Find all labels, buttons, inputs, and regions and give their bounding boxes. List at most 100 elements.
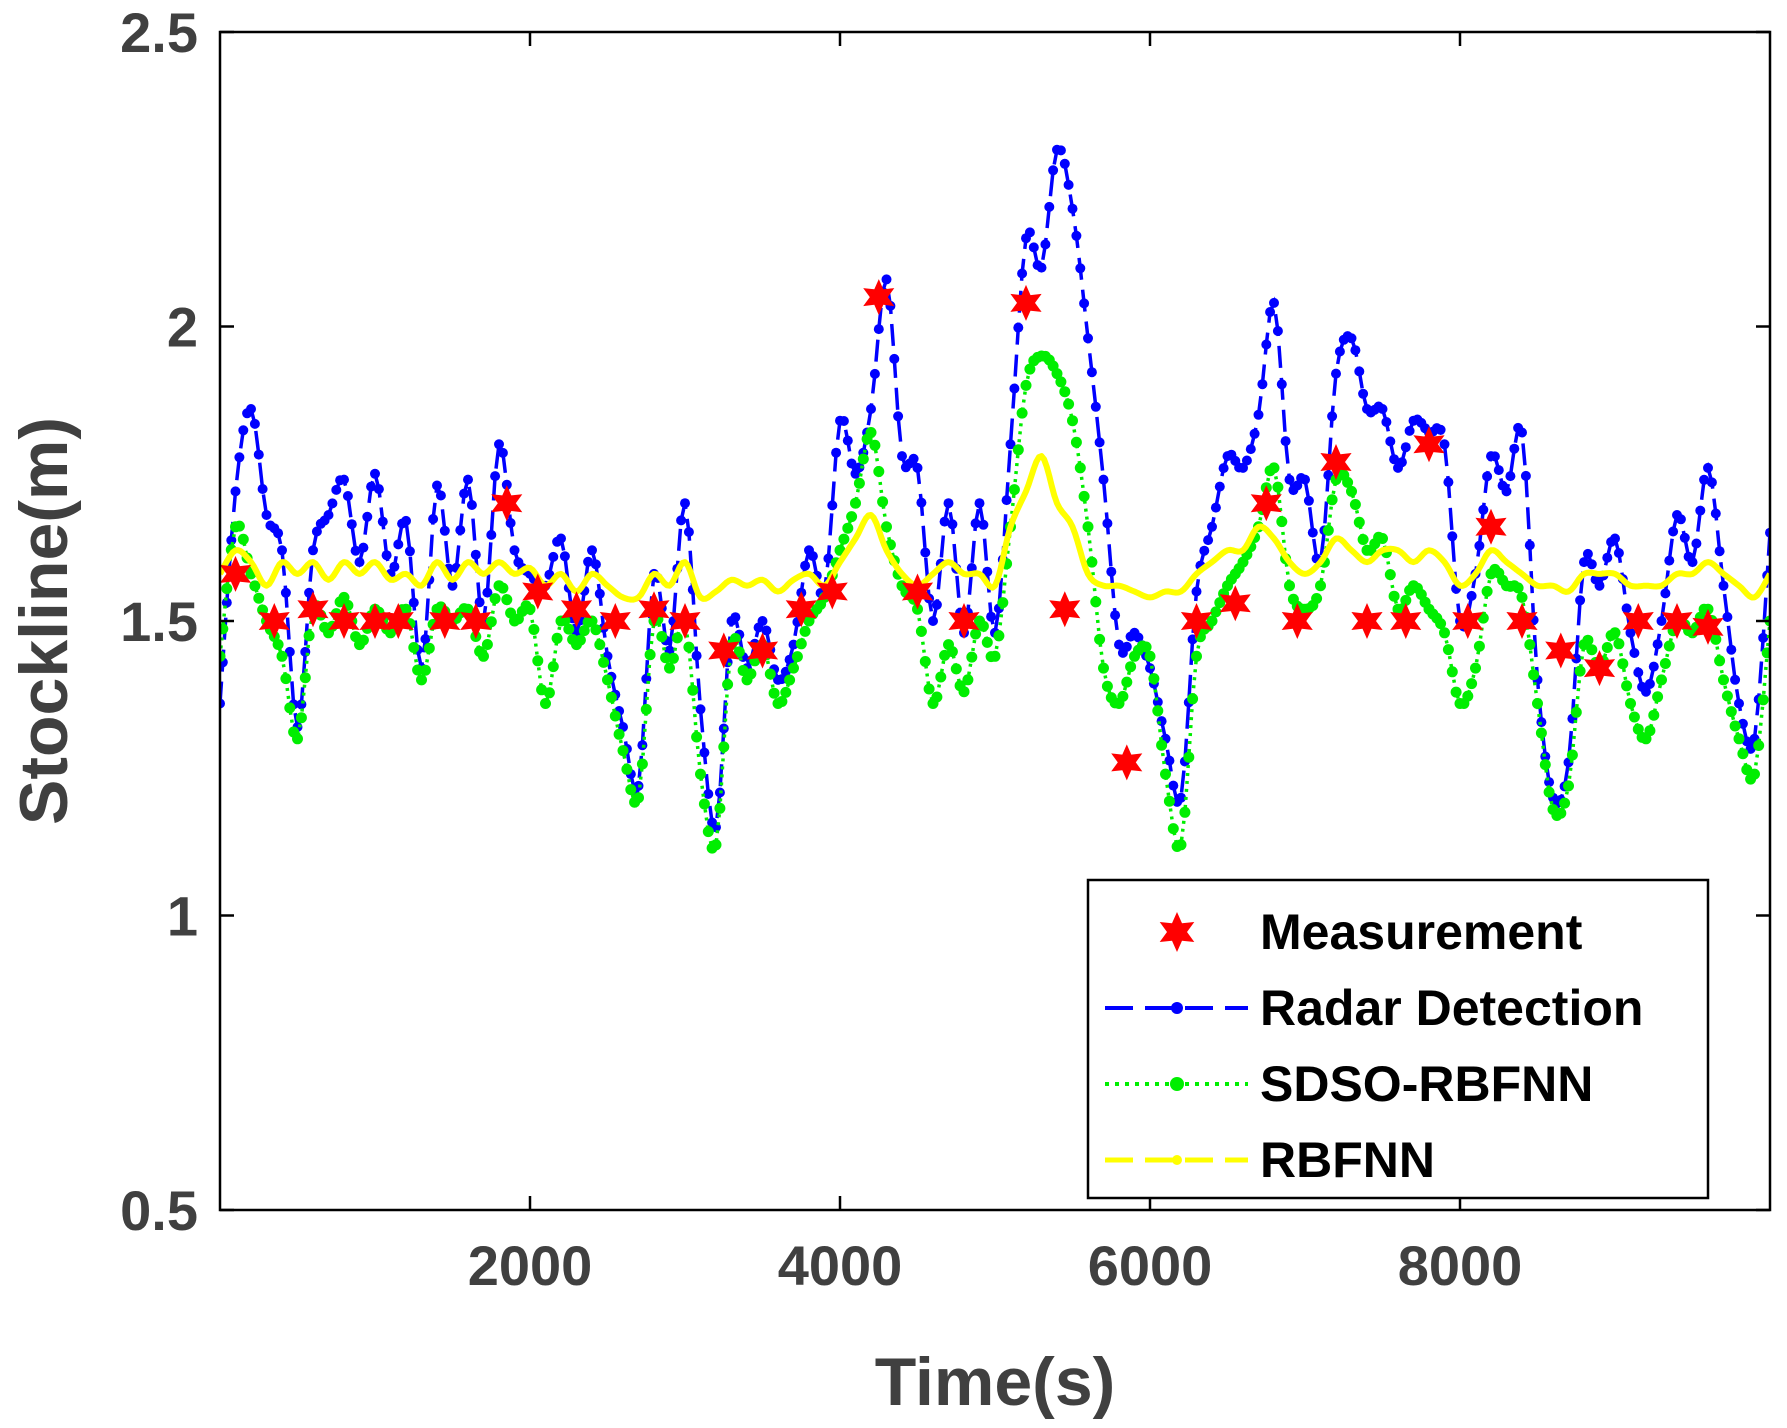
legend-label-measurement: Measurement xyxy=(1260,904,1583,960)
sdso-point xyxy=(1276,516,1288,528)
radar-point xyxy=(370,468,380,479)
radar-point xyxy=(1509,443,1520,454)
radar-point xyxy=(1396,457,1407,468)
sdso-point xyxy=(1268,462,1280,474)
sdso-point xyxy=(853,477,865,489)
radar-point xyxy=(377,516,388,527)
radar-point xyxy=(1710,508,1721,519)
radar-point xyxy=(389,561,400,572)
measurement-point xyxy=(1250,485,1282,522)
radar-point xyxy=(1253,409,1264,420)
radar-point xyxy=(1505,471,1516,482)
radar-point xyxy=(854,462,865,473)
x-tick-label: 4000 xyxy=(778,1234,903,1297)
radar-point xyxy=(1474,540,1485,551)
measurement-point xyxy=(491,485,523,522)
radar-point xyxy=(1621,603,1632,614)
radar-point xyxy=(916,497,927,508)
radar-point xyxy=(1218,463,1229,474)
radar-point xyxy=(1447,531,1458,542)
x-tick-label: 8000 xyxy=(1398,1234,1523,1297)
sdso-point xyxy=(1206,615,1218,627)
measurement-point xyxy=(1452,603,1484,639)
radar-point xyxy=(1482,471,1493,482)
radar-point xyxy=(846,458,857,469)
radar-point xyxy=(1203,535,1214,546)
radar-point xyxy=(1040,239,1051,250)
radar-point xyxy=(978,519,989,530)
radar-point xyxy=(1389,454,1400,465)
measurement-point xyxy=(1180,603,1213,639)
sdso-point xyxy=(543,687,555,699)
radar-point xyxy=(366,481,377,492)
measurement-point xyxy=(429,603,461,639)
radar-point xyxy=(1381,417,1392,427)
sdso-point xyxy=(233,520,245,532)
sdso-point xyxy=(501,594,513,606)
measurement-point xyxy=(560,591,593,628)
radar-point xyxy=(928,616,938,626)
sdso-point xyxy=(221,583,233,595)
sdso-point xyxy=(1574,665,1586,677)
sdso-point xyxy=(1098,662,1109,674)
radar-point xyxy=(908,453,919,464)
radar-point xyxy=(1404,425,1415,436)
radar-point xyxy=(1114,639,1124,650)
sdso-point xyxy=(636,758,648,770)
radar-point xyxy=(1145,663,1155,674)
legend-label-rbfnn: RBFNN xyxy=(1260,1132,1435,1188)
sdso-point xyxy=(1210,606,1222,618)
radar-point xyxy=(432,480,442,491)
sdso-point xyxy=(1566,749,1578,761)
radar-point xyxy=(1210,502,1221,513)
radar-point xyxy=(1652,639,1663,650)
radar-point xyxy=(893,411,904,422)
measurement-point xyxy=(359,603,391,639)
radar-point xyxy=(1323,470,1334,481)
radar-point xyxy=(1501,486,1512,497)
sdso-point xyxy=(1094,633,1106,645)
sdso-point xyxy=(722,678,734,690)
sdso-point xyxy=(485,616,497,628)
sdso-point xyxy=(540,698,551,709)
radar-point xyxy=(1745,743,1756,754)
radar-point xyxy=(339,474,349,485)
radar-point xyxy=(447,580,458,591)
measurement-point xyxy=(258,603,290,639)
sdso-point xyxy=(1617,658,1629,670)
radar-point xyxy=(986,611,997,622)
radar-point xyxy=(1009,383,1020,394)
radar-point xyxy=(680,498,690,509)
radar-point xyxy=(1017,268,1028,279)
sdso-point xyxy=(416,674,427,686)
sdso-point xyxy=(220,623,229,635)
radar-point xyxy=(253,449,264,460)
radar-point xyxy=(439,525,450,536)
sdso-point xyxy=(1532,698,1543,709)
sdso-point xyxy=(714,802,726,814)
measurement-point xyxy=(708,632,740,669)
sdso-point xyxy=(1090,596,1102,608)
radar-point xyxy=(261,510,272,520)
x-tick-label: 6000 xyxy=(1088,1234,1213,1297)
radar-point xyxy=(1644,678,1655,689)
sdso-point xyxy=(497,582,509,594)
radar-point xyxy=(1176,792,1186,803)
measurement-point xyxy=(1219,585,1251,622)
radar-point xyxy=(1695,505,1706,516)
radar-point xyxy=(1734,698,1744,709)
radar-point xyxy=(548,551,559,562)
radar-point xyxy=(497,447,508,458)
radar-point xyxy=(1517,427,1527,438)
radar-point xyxy=(897,451,907,462)
radar-point xyxy=(1307,527,1318,538)
sdso-point xyxy=(1326,494,1338,506)
radar-point xyxy=(1261,339,1272,350)
sdso-point xyxy=(1082,521,1094,533)
sdso-point xyxy=(1400,594,1412,606)
sdso-point xyxy=(1342,476,1354,488)
sdso-point xyxy=(1357,534,1369,545)
y-axis-label: Stockline(m) xyxy=(6,417,82,825)
legend-label-radar: Radar Detection xyxy=(1260,980,1643,1036)
sdso-point xyxy=(1570,706,1582,718)
